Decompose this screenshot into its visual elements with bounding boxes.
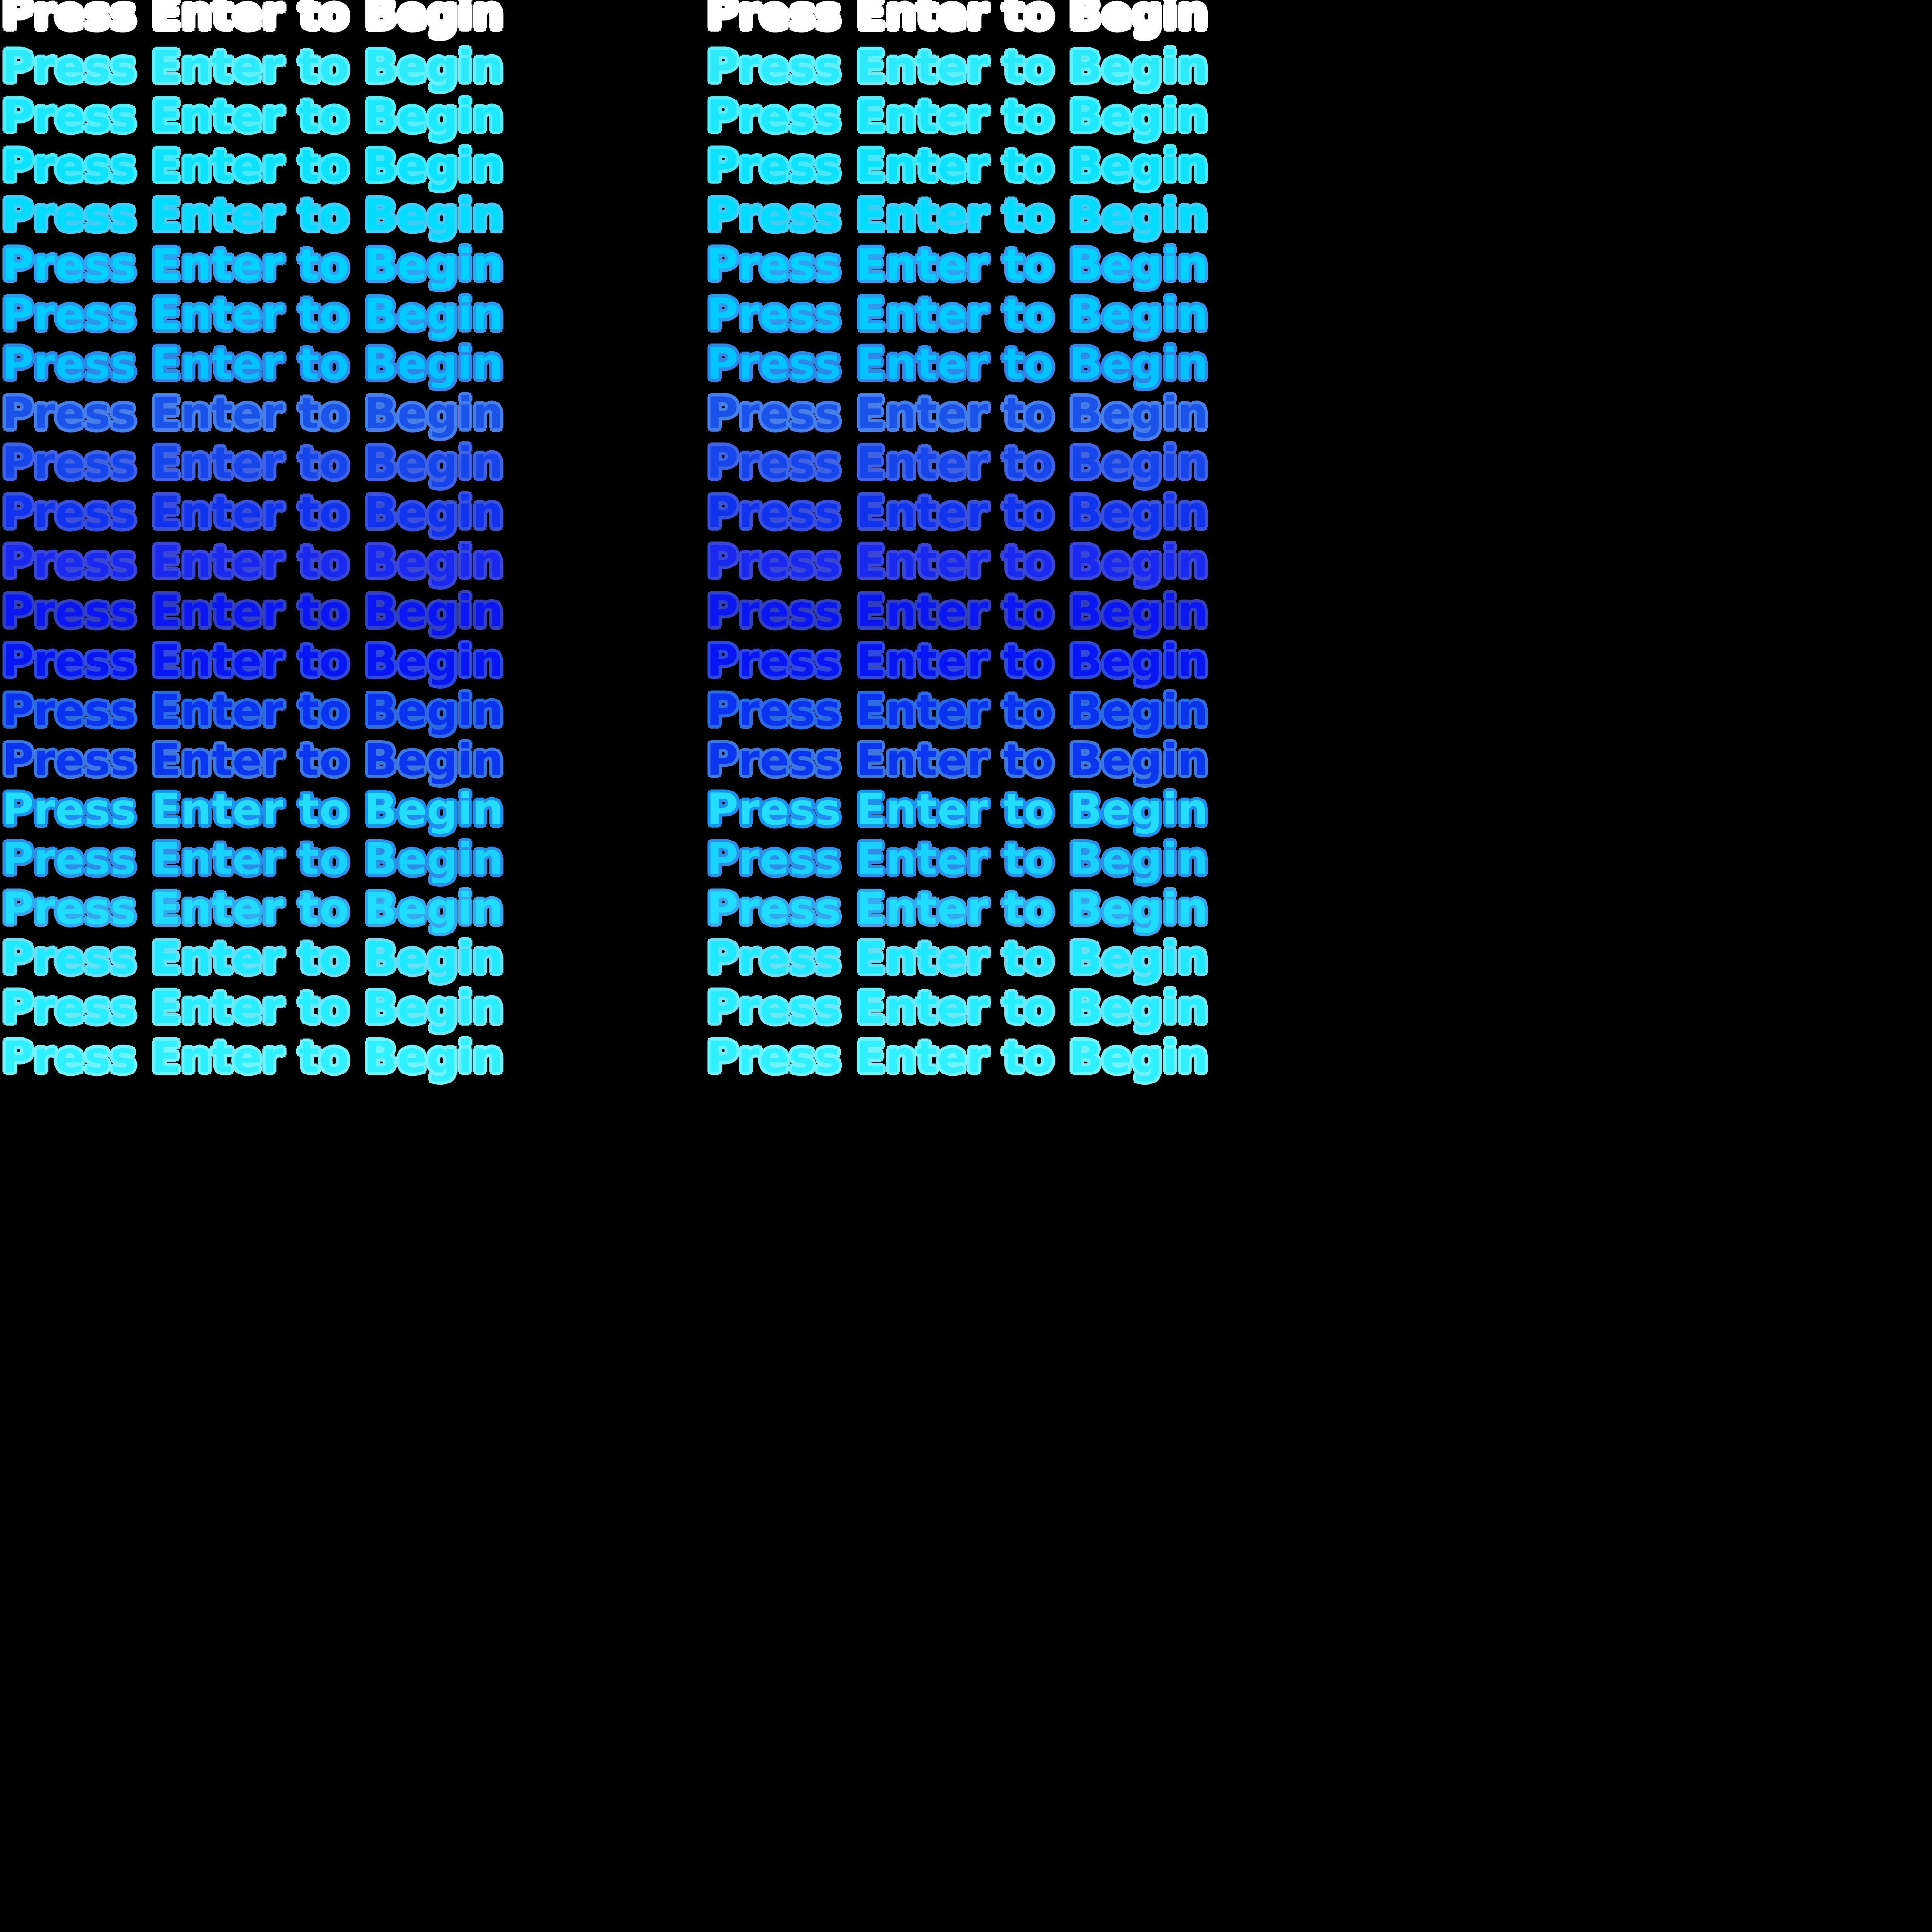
press-enter-text: Press Enter to Begin xyxy=(707,438,1208,488)
press-enter-text: Press Enter to Begin xyxy=(2,339,504,389)
press-enter-text: Press Enter to Begin xyxy=(2,1032,504,1083)
press-enter-text: Press Enter to Begin xyxy=(2,0,504,39)
press-enter-text: Press Enter to Begin xyxy=(2,289,504,340)
press-enter-text: Press Enter to Begin xyxy=(2,834,504,884)
press-enter-text: Press Enter to Begin xyxy=(707,1032,1208,1083)
press-enter-text: Press Enter to Begin xyxy=(707,735,1208,785)
press-enter-text: Press Enter to Begin xyxy=(707,388,1208,439)
press-enter-text: Press Enter to Begin xyxy=(2,784,504,835)
sprite-column-right: Press Enter to Begin Press Enter to Begin… xyxy=(707,0,1225,1932)
press-enter-text: Press Enter to Begin xyxy=(707,289,1208,340)
press-enter-text: Press Enter to Begin xyxy=(2,735,504,785)
press-enter-text: Press Enter to Begin xyxy=(707,784,1208,835)
press-enter-text: Press Enter to Begin xyxy=(707,933,1208,983)
press-enter-text: Press Enter to Begin xyxy=(707,685,1208,736)
press-enter-text: Press Enter to Begin xyxy=(2,537,504,587)
press-enter-text: Press Enter to Begin xyxy=(707,586,1208,637)
press-enter-text: Press Enter to Begin xyxy=(2,240,504,290)
press-enter-text: Press Enter to Begin xyxy=(707,983,1208,1033)
press-enter-text: Press Enter to Begin xyxy=(2,685,504,736)
press-enter-text: Press Enter to Begin xyxy=(2,438,504,488)
sprite-column-left: Press Enter to Begin Press Enter to Begin… xyxy=(2,0,521,1932)
press-enter-text: Press Enter to Begin xyxy=(707,0,1208,39)
press-enter-text: Press Enter to Begin xyxy=(2,586,504,637)
press-enter-text: Press Enter to Begin xyxy=(707,537,1208,587)
press-enter-text: Press Enter to Begin xyxy=(2,91,504,142)
press-enter-text: Press Enter to Begin xyxy=(707,339,1208,389)
press-enter-text: Press Enter to Begin xyxy=(707,141,1208,191)
press-enter-text: Press Enter to Begin xyxy=(2,141,504,191)
press-enter-text: Press Enter to Begin xyxy=(2,933,504,983)
press-enter-text: Press Enter to Begin xyxy=(2,42,504,92)
press-enter-text: Press Enter to Begin xyxy=(707,240,1208,290)
press-enter-text: Press Enter to Begin xyxy=(707,91,1208,142)
press-enter-text: Press Enter to Begin xyxy=(707,834,1208,884)
press-enter-text: Press Enter to Begin xyxy=(707,636,1208,686)
press-enter-text: Press Enter to Begin xyxy=(2,487,504,538)
press-enter-text: Press Enter to Begin xyxy=(2,190,504,241)
press-enter-text: Press Enter to Begin xyxy=(2,983,504,1033)
press-enter-text: Press Enter to Begin xyxy=(2,636,504,686)
press-enter-text: Press Enter to Begin xyxy=(707,487,1208,538)
press-enter-text: Press Enter to Begin xyxy=(2,883,504,934)
press-enter-text: Press Enter to Begin xyxy=(707,42,1208,92)
press-enter-text: Press Enter to Begin xyxy=(707,190,1208,241)
press-enter-text: Press Enter to Begin xyxy=(2,388,504,439)
press-enter-text: Press Enter to Begin xyxy=(707,883,1208,934)
